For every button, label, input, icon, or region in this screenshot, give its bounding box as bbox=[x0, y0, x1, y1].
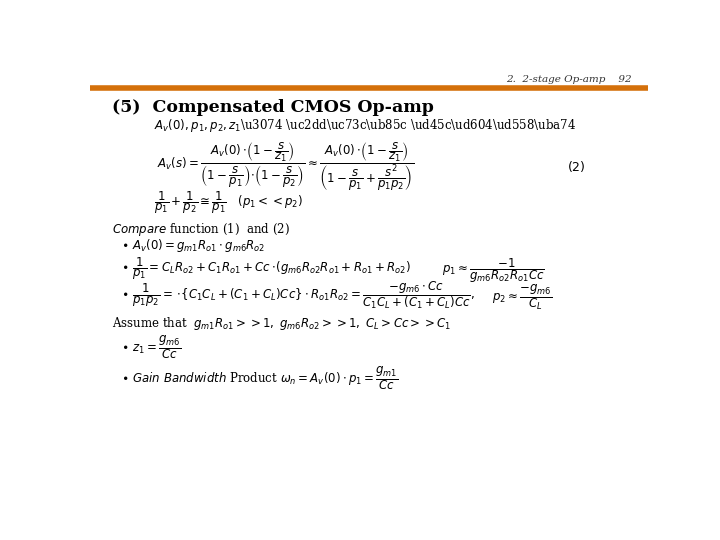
Text: $(2)$: $(2)$ bbox=[567, 159, 586, 174]
Text: (5)  Compensated CMOS Op-amp: (5) Compensated CMOS Op-amp bbox=[112, 99, 434, 116]
Text: $A_v(0), p_1, p_2, z_1$\u3074 \uc2dd\uc73c\ub85c \ud45c\ud604\ud558\uba74: $A_v(0), p_1, p_2, z_1$\u3074 \uc2dd\uc7… bbox=[154, 117, 576, 133]
Text: $\bullet\ z_1 = \dfrac{g_{m6}}{Cc}$: $\bullet\ z_1 = \dfrac{g_{m6}}{Cc}$ bbox=[121, 334, 181, 361]
Text: $p_1 \approx \dfrac{-1}{g_{m6}R_{o2}R_{o1}Cc}$: $p_1 \approx \dfrac{-1}{g_{m6}R_{o2}R_{o… bbox=[441, 256, 544, 285]
Text: $\bullet\ \dfrac{1}{p_1 p_2} = \cdot\!\{C_1 C_L + (C_1+C_L)Cc\}\cdot R_{o1}R_{o2: $\bullet\ \dfrac{1}{p_1 p_2} = \cdot\!\{… bbox=[121, 280, 474, 312]
Text: 2.  2-stage Op-amp    92: 2. 2-stage Op-amp 92 bbox=[505, 75, 631, 84]
Text: $\dfrac{1}{p_1}+\dfrac{1}{p_2}\cong\dfrac{1}{p_1}\quad (p_1 << p_2)$: $\dfrac{1}{p_1}+\dfrac{1}{p_2}\cong\dfra… bbox=[154, 190, 303, 216]
Text: $p_2 \approx \dfrac{-g_{m6}}{C_L}$: $p_2 \approx \dfrac{-g_{m6}}{C_L}$ bbox=[492, 284, 552, 312]
Text: Assume that  $g_{m1}R_{o1}>>1,\ g_{m6}R_{o2}>>1,\ C_L>Cc>>C_1$: Assume that $g_{m1}R_{o1}>>1,\ g_{m6}R_{… bbox=[112, 315, 451, 332]
Text: $\bullet\ A_v(0) = g_{m1}R_{o1}\cdot g_{m6}R_{o2}$: $\bullet\ A_v(0) = g_{m1}R_{o1}\cdot g_{… bbox=[121, 237, 265, 254]
Text: $A_v(s) = \dfrac{A_v(0)\cdot\!\left(1-\dfrac{s}{z_1}\right)}{\left(1-\dfrac{s}{p: $A_v(s) = \dfrac{A_v(0)\cdot\!\left(1-\d… bbox=[157, 140, 414, 193]
Text: $\bullet\ \dfrac{1}{p_1} = C_L R_{o2} + C_1 R_{o1} + Cc\cdot\!(g_{m6}R_{o2}R_{o1: $\bullet\ \dfrac{1}{p_1} = C_L R_{o2} + … bbox=[121, 255, 410, 282]
Text: $\mathit{Compare}$ function (1)  and (2): $\mathit{Compare}$ function (1) and (2) bbox=[112, 220, 290, 238]
Text: $\bullet\ \mathit{Gain\ Bandwidth}$ Product $\omega_n = A_v(0)\cdot p_1 = \dfrac: $\bullet\ \mathit{Gain\ Bandwidth}$ Prod… bbox=[121, 366, 398, 392]
